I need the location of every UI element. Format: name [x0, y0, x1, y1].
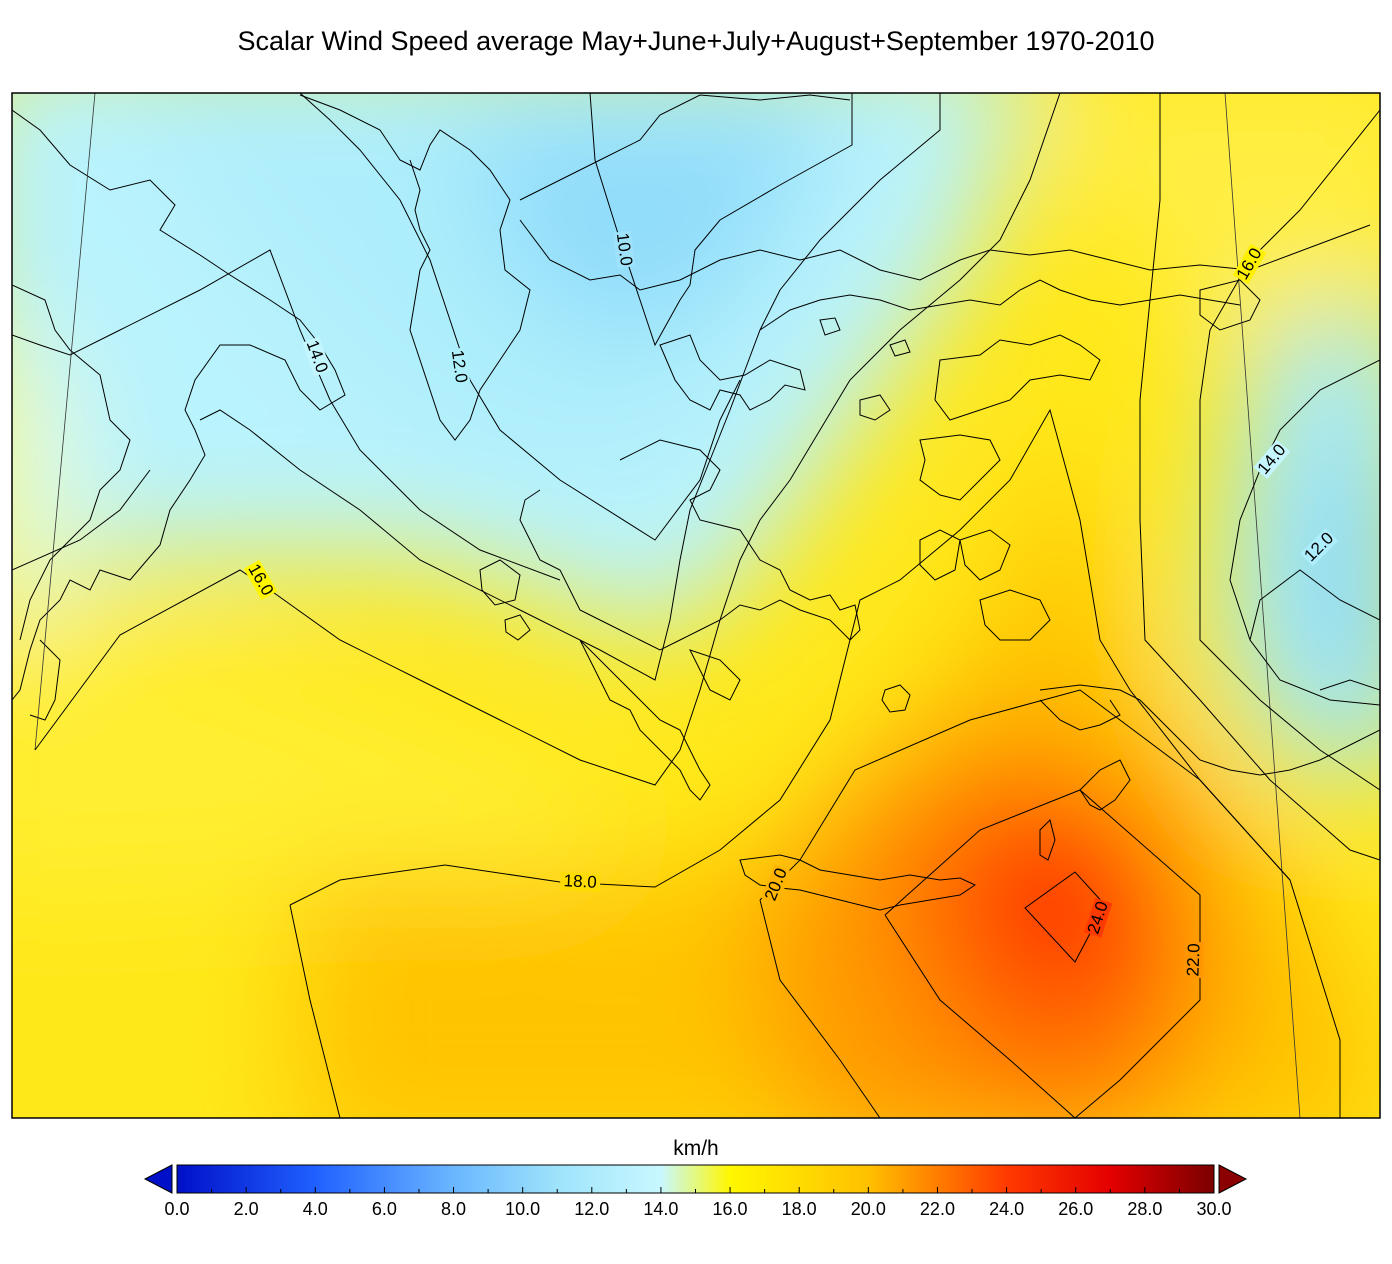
- colorbar-tick-label: 0.0: [164, 1199, 190, 1219]
- map-title: Scalar Wind Speed average May+June+July+…: [237, 26, 1155, 56]
- contour-label: 12.0: [448, 349, 471, 384]
- contour-label: 10.0: [613, 232, 636, 267]
- colorbar-tick-label: 6.0: [371, 1199, 397, 1219]
- contour-lines: [12, 93, 1380, 1118]
- colorbar-tick-label: 8.0: [441, 1199, 467, 1219]
- colorbar-tick-label: 16.0: [712, 1199, 748, 1219]
- colorbar-tick-label: 30.0: [1196, 1199, 1232, 1219]
- colorbar-tick-label: 10.0: [505, 1199, 541, 1219]
- graticule: [34, 93, 1301, 1118]
- colorbar-unit-label: km/h: [673, 1137, 719, 1160]
- colorbar-gradient: [176, 1164, 1215, 1194]
- colorbar-tick-label: 18.0: [781, 1199, 817, 1219]
- coastlines: [12, 94, 1380, 911]
- colorbar-under-arrow: [143, 1164, 173, 1194]
- contour-label: 22.0: [1183, 943, 1203, 977]
- map-frame: [11, 92, 1381, 1119]
- colorbar-tick-label: 24.0: [989, 1199, 1025, 1219]
- colorbar-tick-label: 14.0: [643, 1199, 679, 1219]
- contour-label: 18.0: [563, 871, 597, 892]
- wind-speed-field: [12, 93, 1380, 1118]
- colorbar-over-arrow: [1218, 1164, 1248, 1194]
- colorbar: [143, 1164, 1248, 1194]
- colorbar-tick-label: 4.0: [302, 1199, 328, 1219]
- colorbar-tick-label: 26.0: [1058, 1199, 1094, 1219]
- colorbar-tick-label: 12.0: [574, 1199, 610, 1219]
- colorbar-tick-label: 28.0: [1127, 1199, 1163, 1219]
- colorbar-tick-label: 2.0: [233, 1199, 259, 1219]
- contour-labels: 10.0 12.0 14.0 16.0 18.0 20.0 22.0 24.0 …: [243, 230, 1339, 979]
- colorbar-tick-label: 20.0: [850, 1199, 886, 1219]
- colorbar-tick-label: 22.0: [919, 1199, 955, 1219]
